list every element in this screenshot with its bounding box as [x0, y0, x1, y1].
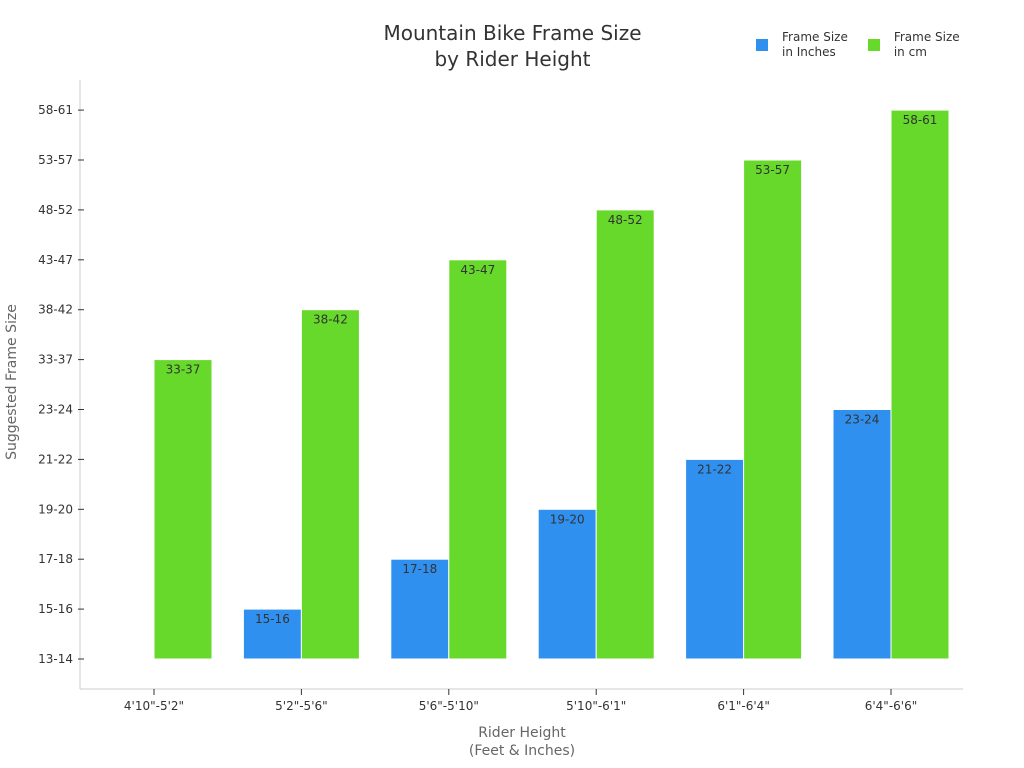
y-tick-label: 58-61	[38, 103, 73, 117]
x-axis-label-line-1: Rider Height	[478, 725, 566, 741]
data-label-inches: 17-18	[402, 562, 437, 576]
x-tick-label: 5'6"-5'10"	[419, 699, 479, 713]
y-tick-label: 48-52	[38, 203, 73, 217]
legend-label-cm: Frame Size in cm	[894, 30, 960, 60]
legend-item-inches[interactable]: Frame Size in Inches	[756, 30, 848, 60]
x-tick-label: 5'2"-5'6"	[275, 699, 328, 713]
data-label-cm: 33-37	[166, 363, 201, 377]
data-labels: 33-37 15-16 38-42 17-18 43-47 19-20 48-52 21-22…	[166, 113, 938, 626]
y-tick-label: 33-37	[38, 353, 73, 367]
legend: Frame Size in Inches Frame Size in cm	[756, 30, 960, 60]
data-label-cm: 53-57	[755, 163, 790, 177]
y-tick-label: 23-24	[38, 403, 73, 417]
data-label-inches: 23-24	[845, 413, 880, 427]
chart-title-line-1: Mountain Bike Frame Size	[383, 21, 642, 45]
legend-label-cm-line-1: Frame Size	[893, 30, 960, 44]
bar-inches[interactable]	[832, 409, 892, 660]
bar-inches[interactable]	[685, 458, 745, 660]
y-tick-label: 38-42	[38, 303, 73, 317]
bar-cm[interactable]	[300, 309, 360, 660]
data-label-inches: 19-20	[550, 512, 585, 526]
legend-label-cm-line-2: in cm	[893, 45, 927, 59]
x-tick-label: 5'10"-6'1"	[566, 699, 626, 713]
bar-cm[interactable]	[448, 259, 508, 660]
data-label-cm: 48-52	[608, 213, 643, 227]
legend-swatch-inches	[756, 39, 768, 51]
chart-title-line-2: by Rider Height	[434, 47, 591, 71]
data-label-inches: 21-22	[697, 462, 732, 476]
y-tick-label: 43-47	[38, 253, 73, 267]
y-tick-label: 21-22	[38, 452, 73, 466]
x-tick-label: 4'10"-5'2"	[124, 699, 184, 713]
bars	[153, 109, 950, 660]
legend-swatch-cm	[867, 39, 880, 51]
bar-cm[interactable]	[890, 109, 950, 660]
bar-inches[interactable]	[537, 508, 597, 660]
bar-cm[interactable]	[595, 209, 655, 660]
bar-cm[interactable]	[743, 159, 803, 660]
legend-label-inches: Frame Size in Inches	[782, 30, 848, 60]
x-axis-label: Rider Height (Feet & Inches)	[382, 724, 662, 760]
axes: 13-14 15-16 17-18 19-20 21-22 23-24 33-37 38-42…	[38, 80, 963, 713]
chart-title: Mountain Bike Frame Size by Rider Height	[300, 20, 725, 72]
y-tick-label: 19-20	[38, 502, 73, 516]
bar-cm[interactable]	[153, 359, 213, 660]
y-tick-label: 15-16	[38, 602, 73, 616]
data-label-cm: 43-47	[460, 263, 495, 277]
y-tick-label: 53-57	[38, 153, 73, 167]
x-axis-label-line-2: (Feet & Inches)	[468, 743, 576, 759]
y-tick-label: 17-18	[38, 552, 73, 566]
bar-inches[interactable]	[390, 558, 450, 660]
data-label-inches: 15-16	[255, 612, 290, 626]
bar-inches[interactable]	[242, 608, 302, 660]
y-tick-label: 13-14	[38, 652, 73, 666]
data-label-cm: 58-61	[903, 113, 938, 127]
legend-label-inches-line-2: in Inches	[782, 45, 836, 59]
data-label-cm: 38-42	[313, 313, 348, 327]
x-tick-label: 6'1"-6'4"	[717, 699, 770, 713]
legend-label-inches-line-1: Frame Size	[782, 30, 848, 44]
x-tick-label: 6'4"-6'6"	[865, 699, 918, 713]
legend-item-cm[interactable]: Frame Size in cm	[867, 30, 960, 60]
